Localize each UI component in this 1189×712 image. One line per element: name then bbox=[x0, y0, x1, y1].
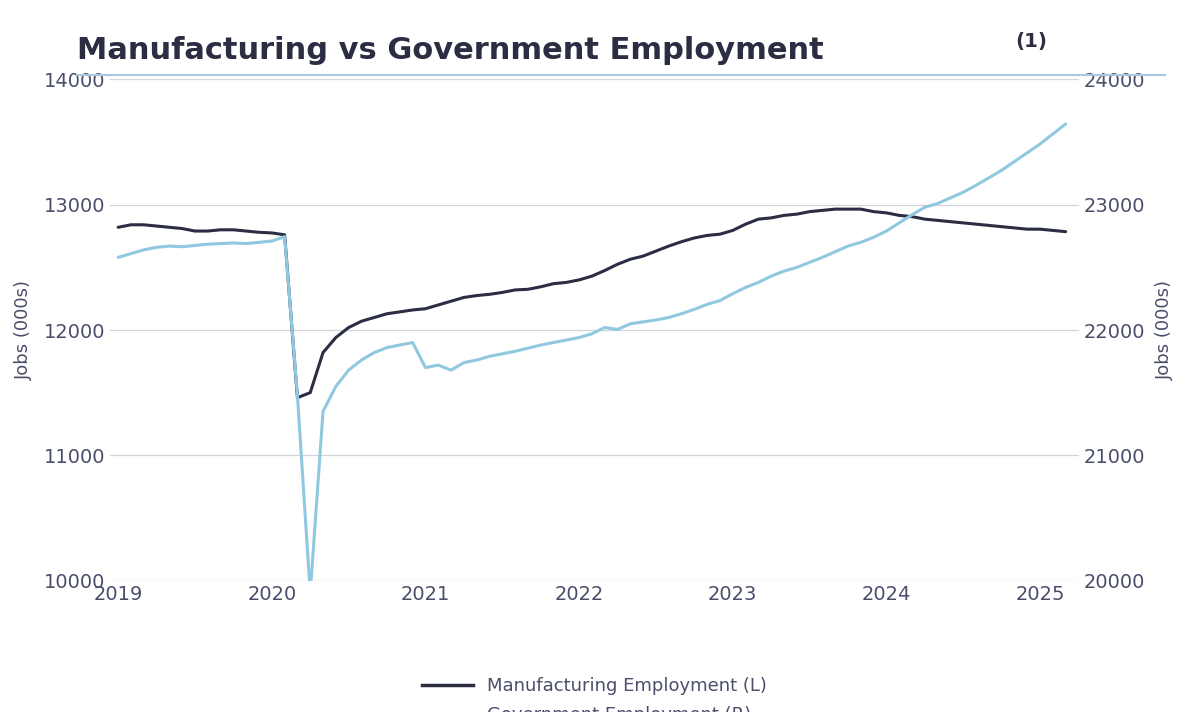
Text: Manufacturing vs Government Employment: Manufacturing vs Government Employment bbox=[77, 36, 824, 65]
Y-axis label: Jobs (000s): Jobs (000s) bbox=[15, 280, 33, 380]
Text: (1): (1) bbox=[1015, 32, 1048, 51]
Y-axis label: Jobs (000s): Jobs (000s) bbox=[1156, 280, 1174, 380]
Legend: Manufacturing Employment (L), Government Employment (R): Manufacturing Employment (L), Government… bbox=[422, 677, 767, 712]
